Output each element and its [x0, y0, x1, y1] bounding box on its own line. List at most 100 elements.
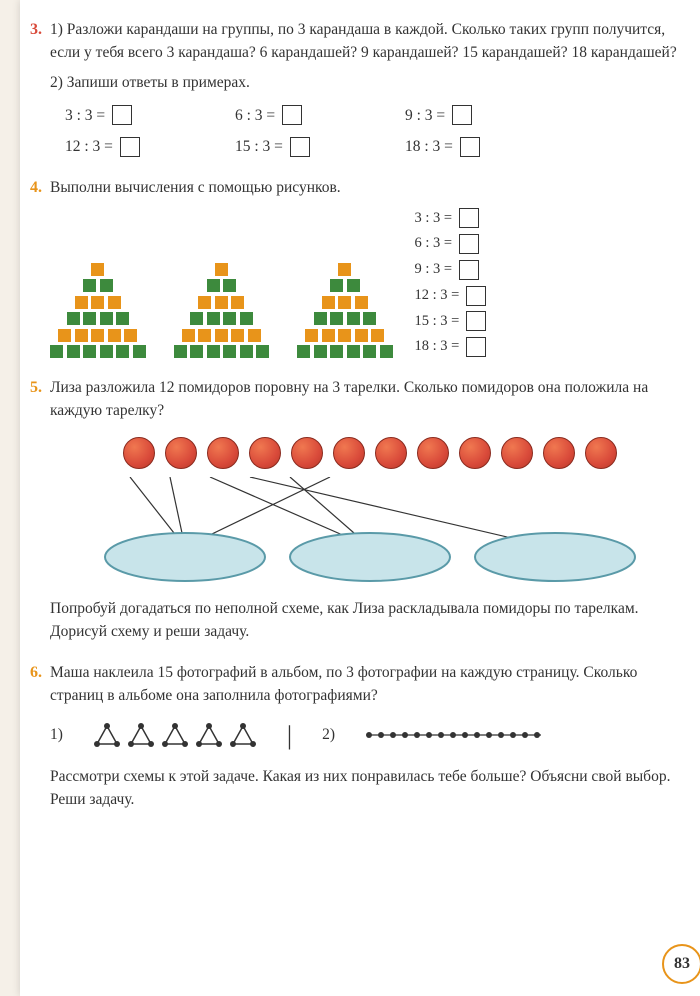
task-number-3: 3.	[30, 18, 42, 42]
pyramid-square	[215, 329, 228, 342]
pyramid	[297, 263, 393, 359]
pyramid-square	[371, 329, 384, 342]
pyramid-square	[347, 312, 360, 325]
task5-followup: Попробуй догадаться по неполной схеме, к…	[50, 597, 690, 644]
tomato-icon	[207, 437, 239, 469]
pyramid-square	[215, 263, 228, 276]
equation: 12 : 3 =	[65, 135, 185, 158]
pyramid-square	[338, 296, 351, 309]
pyramid-square	[314, 312, 327, 325]
pyramid-square	[83, 312, 96, 325]
equation: 9 : 3 =	[415, 259, 487, 281]
tomato-icon	[165, 437, 197, 469]
task3-part2: 2) Запиши ответы в примерах.	[50, 71, 690, 94]
task-4: 4. Выполни вычисления с помощью рисунков…	[50, 176, 690, 358]
triangle-icon	[195, 722, 223, 748]
pyramid-square	[91, 296, 104, 309]
pyramid-square	[100, 312, 113, 325]
pyramid-square	[347, 279, 360, 292]
tomato-icon	[333, 437, 365, 469]
page-number: 83	[662, 944, 700, 984]
pyramid	[174, 263, 270, 359]
dots-line-svg	[365, 729, 549, 741]
pyramid-square	[231, 296, 244, 309]
triangle-icon	[229, 722, 257, 748]
triangle-icon	[93, 722, 121, 748]
tomato-icon	[585, 437, 617, 469]
answer-box[interactable]	[290, 137, 310, 157]
task-number-6: 6.	[30, 661, 42, 685]
answer-box[interactable]	[120, 137, 140, 157]
answer-box[interactable]	[459, 260, 479, 280]
option-2-label: 2)	[322, 723, 335, 746]
task6-schemas: 1) | 2)	[50, 716, 690, 755]
answer-box[interactable]	[466, 337, 486, 357]
pyramid-square	[330, 312, 343, 325]
pyramid-square	[83, 279, 96, 292]
answer-box[interactable]	[459, 208, 479, 228]
pyramid-square	[305, 329, 318, 342]
equation: 15 : 3 =	[235, 135, 355, 158]
answer-box[interactable]	[112, 105, 132, 125]
equation: 9 : 3 =	[405, 104, 525, 127]
pyramid-square	[182, 329, 195, 342]
pyramid-square	[174, 345, 187, 358]
pyramid-square	[67, 345, 80, 358]
triangles-schema	[93, 722, 257, 748]
task-5: 5. Лиза разложила 12 помидоров поровну н…	[50, 376, 690, 643]
pyramid-square	[338, 329, 351, 342]
dots-schema	[365, 729, 549, 741]
answer-box[interactable]	[466, 286, 486, 306]
pyramid-square	[116, 312, 129, 325]
pyramid-square	[240, 312, 253, 325]
pyramid-square	[240, 345, 253, 358]
task4-equations: 3 : 3 =6 : 3 =9 : 3 =12 : 3 =15 : 3 =18 …	[415, 208, 487, 359]
task5-text: Лиза разложила 12 помидоров поровну на 3…	[50, 379, 648, 419]
pyramid-square	[207, 345, 220, 358]
answer-box[interactable]	[282, 105, 302, 125]
pyramid-square	[322, 329, 335, 342]
pyramid-square	[231, 329, 244, 342]
pyramid-square	[91, 329, 104, 342]
pyramid-square	[100, 345, 113, 358]
pyramid-square	[100, 279, 113, 292]
option-1-label: 1)	[50, 723, 63, 746]
pyramid-square	[108, 329, 121, 342]
task-6: 6. Маша наклеила 15 фотографий в альбом,…	[50, 661, 690, 811]
pyramid-square	[133, 345, 146, 358]
pyramid-square	[124, 329, 137, 342]
tomato-icon	[543, 437, 575, 469]
pyramid-square	[50, 345, 63, 358]
answer-box[interactable]	[466, 311, 486, 331]
pyramid-square	[207, 312, 220, 325]
pyramid-square	[314, 345, 327, 358]
tomato-icon	[249, 437, 281, 469]
pyramid-square	[330, 279, 343, 292]
equation: 6 : 3 =	[235, 104, 355, 127]
pyramids	[50, 263, 393, 359]
task3-part1: 1) Разложи карандаши на группы, по 3 кар…	[50, 21, 677, 61]
pyramid-square	[190, 345, 203, 358]
textbook-page: ✦ 3. 1) Разложи карандаши на группы, по …	[20, 0, 700, 996]
pyramid-square	[330, 345, 343, 358]
equation: 12 : 3 =	[415, 285, 487, 307]
task-3: 3. 1) Разложи карандаши на группы, по 3 …	[50, 18, 690, 158]
tomatoes-row	[50, 437, 690, 469]
answer-box[interactable]	[452, 105, 472, 125]
task6-followup: Рассмотри схемы к этой задаче. Какая из …	[50, 765, 690, 812]
answer-box[interactable]	[460, 137, 480, 157]
pyramid-square	[380, 345, 393, 358]
pyramid-square	[75, 329, 88, 342]
pyramid-square	[223, 279, 236, 292]
pyramid-square	[363, 312, 376, 325]
pyramid-square	[248, 329, 261, 342]
equation: 15 : 3 =	[415, 311, 487, 333]
pyramid-square	[190, 312, 203, 325]
pyramid-square	[363, 345, 376, 358]
pyramid-square	[67, 312, 80, 325]
pyramid-square	[256, 345, 269, 358]
tomato-icon	[375, 437, 407, 469]
task4-text: Выполни вычисления с помощью рисунков.	[50, 179, 341, 196]
tomato-icon	[123, 437, 155, 469]
answer-box[interactable]	[459, 234, 479, 254]
